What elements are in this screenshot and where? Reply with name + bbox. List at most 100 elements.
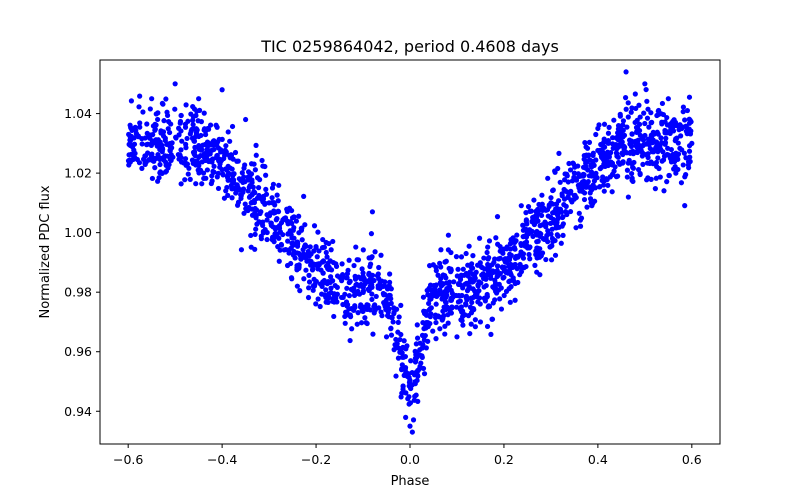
data-point (636, 147, 643, 153)
data-point (656, 107, 662, 114)
data-point (132, 124, 138, 130)
data-point (640, 143, 646, 149)
data-point (168, 152, 174, 158)
data-point (653, 139, 660, 145)
data-point (219, 136, 225, 142)
data-point (252, 231, 258, 237)
data-point (396, 314, 402, 320)
data-point (414, 372, 421, 378)
data-point (653, 175, 659, 181)
data-point (199, 159, 205, 165)
data-point (223, 188, 229, 194)
data-point (281, 247, 287, 253)
data-point (343, 275, 349, 281)
data-points (125, 69, 695, 435)
data-point (163, 168, 169, 174)
data-point (269, 185, 276, 191)
data-point (545, 228, 551, 234)
data-point (149, 96, 155, 102)
data-point (305, 251, 311, 257)
data-point (302, 222, 308, 228)
data-point (466, 283, 472, 290)
data-point (330, 259, 337, 266)
data-point (183, 145, 189, 151)
data-point (507, 241, 514, 247)
data-point (362, 315, 368, 321)
data-point (682, 117, 688, 123)
data-point (274, 192, 280, 198)
data-point (351, 288, 357, 294)
data-point (152, 127, 158, 133)
data-point (153, 111, 159, 117)
data-point (636, 102, 642, 108)
data-point (306, 272, 312, 278)
data-point (578, 215, 585, 221)
data-point (211, 169, 217, 175)
data-point (615, 159, 622, 166)
data-point (320, 270, 326, 276)
data-point (558, 240, 564, 246)
data-point (401, 338, 407, 344)
data-point (126, 131, 132, 138)
data-point (632, 91, 638, 97)
data-point (294, 239, 301, 245)
data-point (232, 149, 239, 156)
data-point (353, 244, 359, 250)
data-point (489, 262, 495, 268)
data-point (524, 230, 531, 236)
data-point (252, 246, 258, 252)
data-point (274, 215, 280, 222)
data-point (183, 102, 189, 108)
data-point (534, 211, 540, 217)
data-point (372, 302, 378, 308)
data-point (303, 267, 309, 273)
data-point (165, 126, 171, 132)
data-point (438, 247, 444, 253)
data-point (147, 106, 153, 112)
data-point (367, 286, 373, 292)
data-point (211, 146, 217, 153)
data-point (412, 359, 419, 365)
data-point (340, 301, 346, 308)
data-point (548, 243, 554, 249)
data-point (455, 266, 461, 272)
data-point (571, 192, 577, 199)
data-point (140, 109, 146, 115)
data-point (145, 150, 151, 156)
data-point (633, 105, 639, 112)
data-point (160, 129, 167, 135)
data-point (634, 117, 640, 123)
data-point (320, 279, 326, 285)
data-point (472, 317, 478, 323)
data-point (645, 136, 651, 142)
data-point (684, 107, 691, 114)
data-point (135, 133, 141, 139)
data-point (508, 237, 514, 243)
x-tick-label: 0.2 (494, 452, 514, 467)
data-point (664, 179, 670, 185)
data-point (218, 149, 224, 155)
data-point (448, 297, 455, 303)
data-point (391, 309, 397, 315)
data-point (182, 177, 188, 183)
data-point (543, 207, 549, 213)
data-point (323, 287, 329, 293)
data-point (352, 304, 358, 310)
data-point (290, 252, 296, 258)
data-point (527, 208, 533, 214)
data-point (548, 200, 554, 206)
data-point (649, 119, 655, 125)
data-point (388, 326, 394, 332)
data-point (355, 310, 361, 316)
data-point (414, 335, 421, 341)
data-point (336, 274, 343, 280)
data-point (558, 209, 565, 215)
data-point (167, 147, 173, 153)
data-point (613, 174, 620, 180)
data-point (665, 96, 671, 102)
data-point (604, 176, 610, 183)
data-point (686, 116, 692, 122)
data-point (311, 223, 318, 229)
data-point (391, 305, 397, 311)
data-point (248, 200, 254, 206)
